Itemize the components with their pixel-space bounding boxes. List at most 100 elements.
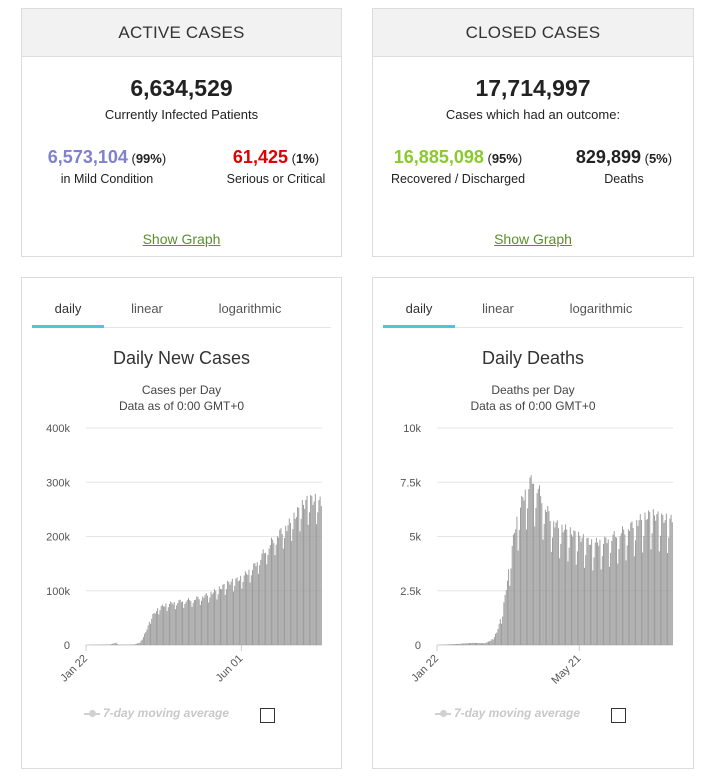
data-bar <box>318 500 320 645</box>
data-bar <box>617 563 619 645</box>
data-bar <box>622 526 623 645</box>
data-bar <box>451 644 453 645</box>
data-bar <box>661 513 663 645</box>
data-bar <box>477 643 479 645</box>
data-bar <box>585 555 587 645</box>
data-bar <box>272 539 274 645</box>
moving-average-checkbox[interactable] <box>611 708 626 723</box>
data-bar <box>588 544 590 645</box>
tab-linear[interactable]: linear <box>482 301 514 316</box>
data-bar <box>659 535 661 645</box>
data-bar <box>665 513 667 645</box>
y-tick-label: 0 <box>64 640 70 652</box>
data-bar <box>529 477 531 645</box>
tab-linear[interactable]: linear <box>131 301 163 316</box>
data-bar <box>506 580 508 645</box>
data-bar <box>625 560 627 645</box>
critical-condition-value: 61,425 <box>232 147 288 167</box>
data-bar <box>483 643 485 645</box>
data-bar <box>525 529 527 645</box>
data-bar <box>639 514 641 645</box>
data-bar <box>271 537 272 645</box>
data-bar <box>510 568 512 645</box>
data-bar <box>470 643 472 645</box>
active-cases-title: ACTIVE CASES <box>22 9 341 57</box>
active-show-graph-link[interactable]: Show Graph <box>142 231 221 247</box>
data-bar <box>132 644 134 645</box>
data-bar <box>174 609 176 645</box>
data-bar <box>515 529 517 645</box>
data-bar <box>289 523 291 645</box>
data-bar <box>244 571 246 645</box>
data-bar <box>469 643 470 645</box>
data-bar <box>148 621 150 645</box>
deaths-percent: 5% <box>648 151 668 166</box>
data-bar <box>581 537 583 645</box>
data-bar <box>530 475 532 645</box>
data-bar <box>465 643 467 645</box>
legend-line-icon <box>435 709 451 719</box>
data-bar <box>295 517 297 645</box>
data-bar <box>187 597 189 645</box>
data-bar <box>134 644 136 645</box>
data-bar <box>447 644 449 645</box>
data-bar <box>158 614 160 645</box>
data-bar <box>286 531 288 645</box>
data-bar <box>569 527 571 645</box>
data-bar <box>287 525 289 645</box>
data-bar <box>153 613 155 645</box>
data-bar <box>186 599 188 645</box>
tab-daily[interactable]: daily <box>32 296 104 328</box>
closed-show-graph-link[interactable]: Show Graph <box>494 231 572 247</box>
data-bar <box>320 505 322 645</box>
closed-cases-caption: Cases which had an outcome: <box>445 107 621 122</box>
data-bar <box>273 543 275 645</box>
data-bar <box>601 556 603 645</box>
data-bar <box>234 585 236 645</box>
data-bar <box>599 539 601 645</box>
data-bar <box>492 639 494 645</box>
data-bar <box>538 485 540 645</box>
moving-average-legend[interactable]: 7-day moving average <box>435 706 580 720</box>
data-bar <box>640 519 642 645</box>
critical-condition-stat: 61,425 (1%) Serious or Critical <box>218 147 334 186</box>
data-bar <box>108 644 110 645</box>
data-bar <box>454 644 456 645</box>
data-bar <box>555 522 557 645</box>
data-bar <box>657 511 659 645</box>
data-bar <box>155 611 157 645</box>
data-bar <box>593 557 595 645</box>
data-bar <box>223 583 225 645</box>
data-bar <box>648 510 650 645</box>
tab-logarithmic[interactable]: logarithmic <box>218 301 282 316</box>
moving-average-legend[interactable]: 7-day moving average <box>84 706 229 720</box>
data-bar <box>635 540 636 645</box>
data-bar <box>211 594 213 645</box>
data-bar <box>225 589 227 645</box>
data-bar <box>604 536 606 645</box>
data-bar <box>606 543 608 645</box>
data-bar <box>311 495 313 645</box>
chart-data-asof: Data as of 0:00 GMT+0 <box>470 399 596 413</box>
moving-average-checkbox[interactable] <box>260 708 275 723</box>
x-tick-label: May 21 <box>549 653 583 687</box>
data-bar <box>463 643 465 645</box>
data-bar <box>235 578 237 645</box>
data-bar <box>541 503 543 645</box>
data-bar <box>147 625 149 645</box>
data-bar <box>317 512 319 645</box>
data-bar <box>159 610 161 645</box>
data-bar <box>457 643 459 645</box>
data-bar <box>113 643 115 645</box>
data-bar <box>584 567 586 645</box>
data-bar <box>184 603 186 645</box>
data-bar <box>268 548 270 645</box>
data-bar <box>252 570 253 645</box>
tab-daily[interactable]: daily <box>383 296 455 328</box>
data-bar <box>280 528 282 645</box>
data-bar <box>256 562 258 645</box>
data-bar <box>668 537 670 645</box>
data-bar <box>656 514 658 645</box>
tab-logarithmic[interactable]: logarithmic <box>569 301 633 316</box>
data-bar <box>133 644 135 645</box>
